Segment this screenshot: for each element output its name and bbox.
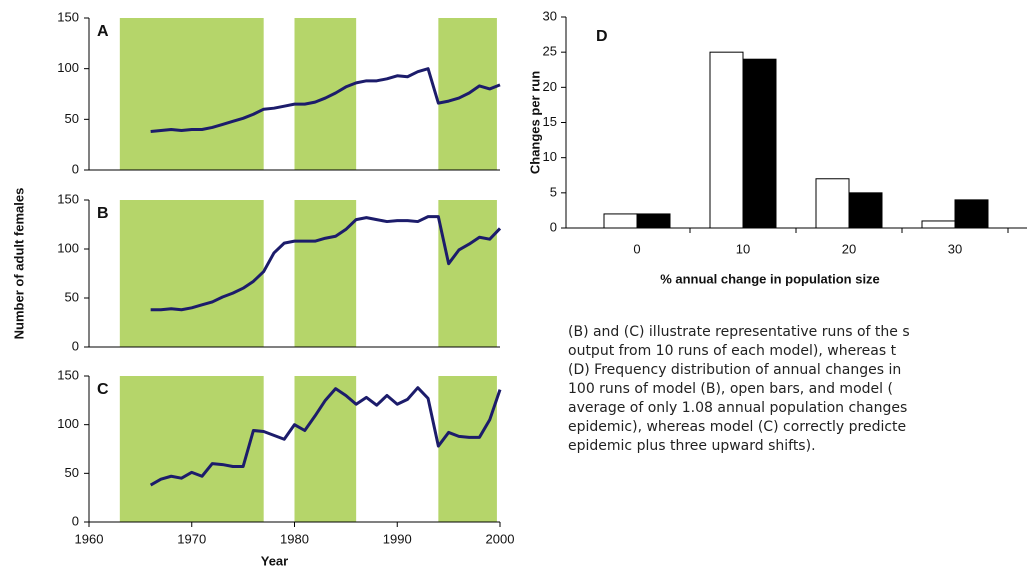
y-axis-label: Number of adult females (11, 188, 26, 340)
y-tick-label: 150 (57, 367, 79, 382)
shaded-span (119, 376, 264, 522)
x-tick-label: 1970 (177, 531, 206, 546)
y-tick-label: 150 (57, 9, 79, 24)
y-tick-label: 50 (65, 289, 79, 304)
bar (921, 220, 956, 229)
bar (848, 192, 883, 229)
caption-line: epidemic plus three upward shifts). (568, 438, 816, 454)
caption-line: (B) and (C) illustrate representative ru… (568, 324, 910, 340)
shaded-span (438, 376, 497, 522)
caption-line: (D) Frequency distribution of annual cha… (568, 362, 901, 378)
y-tick-label: 100 (57, 60, 79, 75)
x-tick-label: 2000 (486, 531, 515, 546)
y-tick-label: 50 (65, 111, 79, 126)
panel-label: C (97, 381, 109, 398)
bar (815, 178, 850, 229)
shaded-span (119, 200, 264, 347)
caption-line: output from 10 runs of each model), wher… (568, 343, 897, 359)
panel-label: D (596, 28, 608, 45)
y-tick-label: 100 (57, 240, 79, 255)
x-tick-label: 0 (633, 241, 640, 256)
panel-label: A (97, 23, 109, 40)
shaded-span (438, 200, 497, 347)
x-tick-label: 30 (948, 241, 962, 256)
bar (636, 213, 671, 229)
y-tick-label: 0 (72, 338, 79, 353)
y-tick-label: 30 (543, 8, 557, 23)
data-line (150, 215, 502, 312)
panel-label: B (97, 205, 109, 222)
data-line (149, 386, 502, 487)
y-tick-label: 15 (543, 114, 557, 129)
caption-line: epidemic), whereas model (C) correctly p… (568, 419, 906, 435)
y-tick-label: 0 (72, 513, 79, 528)
bar (954, 199, 989, 229)
y-tick-label: 5 (550, 184, 557, 199)
y-tick-label: 20 (543, 79, 557, 94)
x-axis-label: Year (261, 553, 288, 568)
y-tick-label: 25 (543, 44, 557, 59)
x-tick-label: 10 (736, 241, 750, 256)
y-tick-label: 10 (543, 149, 557, 164)
shaded-span (294, 18, 357, 170)
y-tick-label: 50 (65, 465, 79, 480)
shaded-span (294, 200, 357, 347)
x-tick-label: 1960 (75, 531, 104, 546)
bar (742, 58, 777, 229)
caption-line: average of only 1.08 annual population c… (568, 400, 907, 416)
caption-line: 100 runs of model (B), open bars, and mo… (568, 381, 893, 397)
x-tick-label: 20 (842, 241, 856, 256)
x-axis-label: % annual change in population size (660, 271, 880, 286)
y-tick-label: 0 (550, 219, 557, 234)
y-axis-label: Changes per run (527, 71, 542, 174)
bar (603, 213, 638, 229)
y-tick-label: 150 (57, 191, 79, 206)
y-tick-label: 100 (57, 416, 79, 431)
data-line (150, 67, 501, 133)
shaded-span (119, 18, 264, 170)
x-tick-label: 1990 (383, 531, 412, 546)
bar (709, 51, 744, 229)
y-tick-label: 0 (72, 161, 79, 176)
x-tick-label: 1980 (280, 531, 309, 546)
